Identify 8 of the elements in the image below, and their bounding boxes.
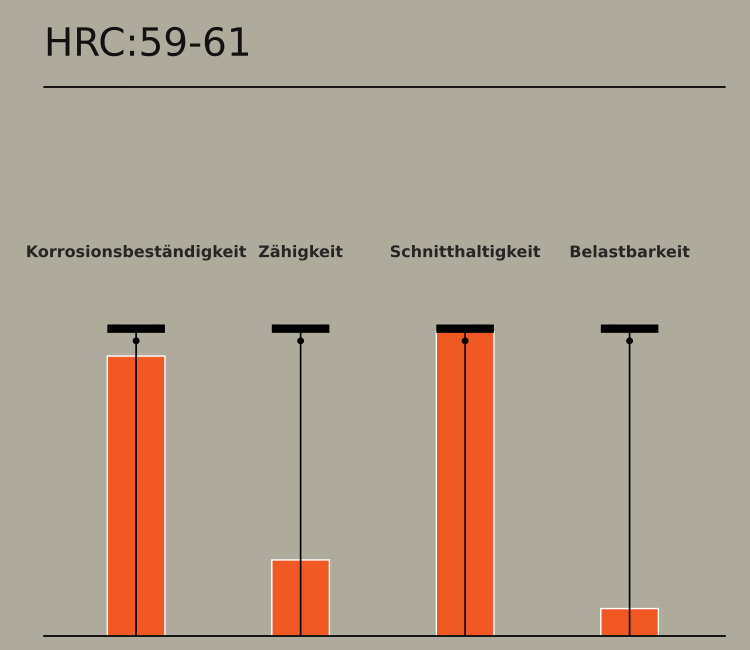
x-tick-label: Belastbarkeit: [570, 245, 690, 258]
x-tick-label: Zähigkeit: [258, 244, 343, 261]
bar: [600, 608, 660, 636]
x-tick-label: Schnitthaltigkeit: [390, 244, 540, 261]
bar: [106, 355, 166, 636]
chart-title: HRC:59-61: [48, 26, 248, 56]
bar: [271, 559, 330, 636]
x-tick-label: Korrosionsbeständigkeit: [27, 244, 246, 261]
